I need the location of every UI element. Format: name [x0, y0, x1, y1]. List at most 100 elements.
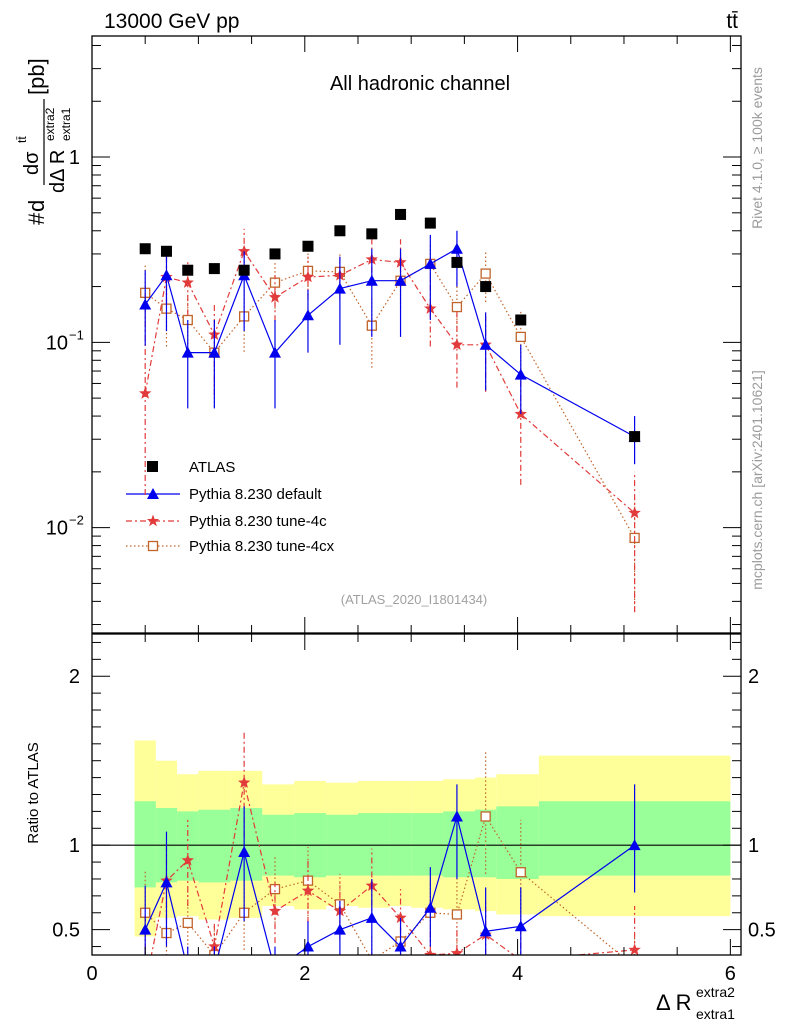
legend-marker-default — [147, 488, 159, 499]
main-point-atlas — [139, 243, 151, 255]
ratio-series-tune4c — [144, 730, 641, 955]
x-axis-label: Δ R extra2 extra1 — [656, 984, 735, 1022]
main-point-tune4cx — [515, 331, 526, 343]
main-point-default — [301, 309, 314, 321]
ratio-band-inner — [496, 806, 539, 879]
plot-title: All hadronic channel — [330, 73, 510, 95]
ratio-y-tick-label-left: 0.5 — [52, 920, 80, 942]
main-point-default — [268, 346, 281, 358]
ratio-band-inner — [475, 809, 497, 878]
analysis-label: (ATLAS_2020_I1801434) — [341, 592, 487, 607]
ratio-point-default — [160, 876, 173, 888]
main-point-default — [450, 242, 463, 254]
ratio-band-inner — [357, 813, 390, 876]
ratio-point-default — [238, 845, 251, 857]
process-label: tt̄ — [726, 10, 738, 33]
main-point-atlas — [629, 431, 641, 443]
main-point-default — [139, 298, 152, 310]
main-point-tune4cx — [480, 268, 491, 279]
energy-label: 13000 GeV pp — [104, 10, 239, 33]
y-label-numerator-sup: tt̄ — [15, 136, 29, 143]
mcplots-label: mcplots.cern.ch [arXiv:2401.10621] — [749, 370, 765, 589]
ratio-point-default — [182, 964, 194, 975]
main-point-atlas — [515, 314, 527, 326]
main-point-atlas — [334, 225, 346, 237]
ratio-point-default — [628, 839, 641, 851]
main-point-tune4c — [139, 386, 152, 399]
x-tick-label: 6 — [725, 963, 736, 985]
ratio-band-inner — [230, 808, 263, 881]
main-point-atlas — [302, 240, 314, 252]
ratio-y-tick-label-left: 2 — [69, 666, 80, 688]
main-line-default — [144, 247, 635, 438]
ratio-y-axis-label: Ratio to ATLAS — [25, 742, 42, 843]
x-tick-label: 2 — [299, 963, 310, 985]
y-label-d: d — [24, 200, 49, 212]
main-point-default — [514, 368, 527, 380]
ratio-point-tune4c — [238, 776, 251, 788]
main-point-atlas — [238, 264, 250, 276]
ratio-point-tune4c — [394, 911, 407, 924]
legend-label-tune4c: Pythia 8.230 tune-4c — [189, 513, 327, 530]
main-point-tune4c — [238, 244, 251, 257]
ratio-y-tick-label-right: 0.5 — [748, 920, 776, 942]
ratio-point-tune4c — [424, 948, 437, 955]
ratio-point-tune4c — [208, 940, 221, 952]
y-tick-label-exp: −2 — [69, 513, 84, 528]
ratio-point-default — [365, 911, 378, 923]
x-label-sub: extra1 — [696, 1006, 735, 1022]
ratio-point-tune4cx — [182, 917, 193, 929]
main-line-tune4c — [144, 249, 635, 514]
main-point-atlas — [269, 248, 281, 260]
ratio-point-tune4cx — [515, 867, 526, 878]
y-tick-label-base: 1 — [69, 147, 80, 169]
ratio-y-tick-label-right: 1 — [748, 835, 759, 857]
ratio-point-default — [301, 940, 314, 952]
ratio-point-default — [479, 925, 492, 937]
y-tick-label-base: 10 — [46, 332, 68, 354]
legend-label-default: Pythia 8.230 default — [189, 486, 322, 503]
ratio-series-default — [139, 784, 641, 975]
ratio-point-tune4c — [450, 946, 464, 955]
y-tick-label: 10 −1 — [46, 327, 84, 354]
ratio-point-tune4cx — [480, 811, 491, 822]
y-label-denominator: dΔ R — [47, 150, 69, 193]
main-point-atlas — [424, 217, 436, 229]
y-tick-label-base: 10 — [46, 518, 68, 540]
main-point-atlas — [182, 264, 194, 276]
legend-marker-tune4c — [146, 514, 160, 527]
ratio-point-tune4c — [268, 904, 282, 917]
main-point-tune4c — [628, 506, 641, 519]
main-point-default — [394, 274, 407, 286]
ratio-point-default — [514, 920, 527, 932]
rivet-label: Rivet 4.1.0, ≥ 100k events — [749, 67, 765, 229]
main-point-atlas — [366, 228, 378, 240]
legend-marker-atlas — [147, 461, 158, 472]
x-tick-label: 0 — [86, 963, 97, 985]
x-tick-label: 4 — [512, 963, 523, 985]
x-label-main: Δ R — [656, 990, 691, 1015]
main-y-axis-label: # d dσ tt̄ dΔ R extra1 extra2 [pb] — [15, 58, 73, 225]
ratio-point-default — [333, 923, 346, 935]
main-point-default — [160, 269, 173, 281]
x-label-sup: extra2 — [696, 984, 735, 1000]
main-series-tune4cx — [140, 243, 640, 613]
y-label-unit: [pb] — [24, 58, 49, 95]
ratio-plot-series — [139, 730, 641, 975]
ratio-band-inner — [389, 813, 412, 876]
y-label-denominator-sub: extra1 — [59, 107, 73, 141]
legend-marker-tune4cx — [147, 540, 159, 552]
y-label-denominator-sup: extra2 — [43, 107, 57, 141]
y-tick-label: 1 — [69, 147, 80, 169]
main-point-default — [424, 257, 437, 269]
main-point-default — [479, 338, 492, 350]
main-point-default — [365, 274, 378, 286]
ratio-point-default — [139, 923, 152, 935]
legend-label-tune4cx: Pythia 8.230 tune-4cx — [189, 538, 335, 555]
legend-label-atlas: ATLAS — [189, 459, 235, 476]
ratio-point-tune4cx — [630, 962, 639, 971]
ratio-point-default — [450, 810, 463, 822]
ratio-point-default — [424, 901, 437, 913]
